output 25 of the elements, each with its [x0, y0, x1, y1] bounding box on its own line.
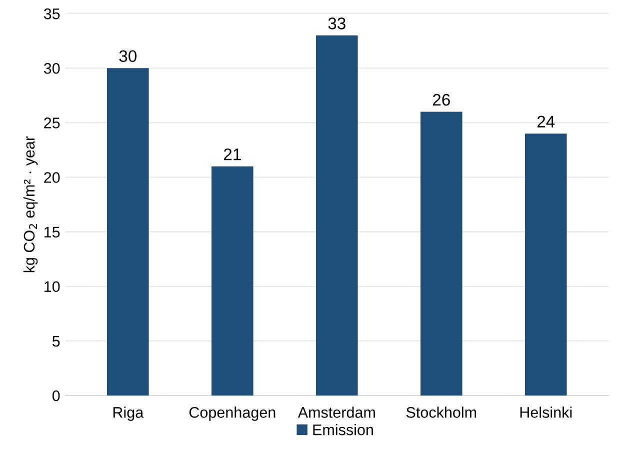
- x-tick-label: Riga: [113, 406, 144, 421]
- x-tick-label: Stockholm: [406, 406, 476, 418]
- data-label: 30: [119, 50, 137, 62]
- bar: [420, 112, 462, 396]
- y-axis-title: kg CO$_{2}$ eq/m² · year: [23, 136, 38, 272]
- bar: [107, 68, 149, 396]
- bar: [212, 166, 254, 396]
- data-label: 21: [224, 148, 241, 160]
- y-tick-label: 30: [44, 62, 60, 74]
- x-tick-label: Helsinki: [520, 406, 572, 418]
- y-tick-label: 20: [44, 172, 60, 183]
- x-tick-label: Copenhagen: [189, 406, 276, 421]
- data-label: 26: [432, 94, 450, 106]
- x-tick-label: Amsterdam: [298, 406, 375, 418]
- bar: [316, 35, 358, 396]
- data-label: 33: [328, 18, 346, 30]
- y-tick-label: 15: [44, 226, 60, 238]
- legend-label: Emission: [313, 424, 373, 436]
- bar: [524, 134, 567, 396]
- data-label: 24: [537, 116, 555, 128]
- y-tick-label: 5: [52, 336, 60, 347]
- y-tick-label: 35: [44, 8, 60, 20]
- y-tick-label: 10: [44, 281, 60, 292]
- y-tick-label: 0: [52, 390, 60, 402]
- y-tick-label: 25: [44, 118, 60, 128]
